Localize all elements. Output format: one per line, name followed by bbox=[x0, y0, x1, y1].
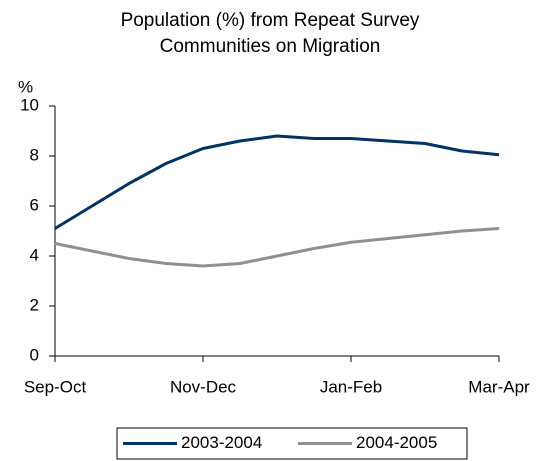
legend-label: 2004-2005 bbox=[356, 433, 437, 452]
y-axis-label: % bbox=[18, 77, 33, 96]
y-tick-label: 8 bbox=[30, 145, 39, 164]
x-tick-label: Nov-Dec bbox=[170, 377, 237, 396]
y-tick-label: 10 bbox=[20, 95, 39, 114]
y-tick-label: 0 bbox=[30, 345, 39, 364]
x-tick-label: Jan-Feb bbox=[320, 377, 382, 396]
y-tick-label: 6 bbox=[30, 195, 39, 214]
x-tick-label: Sep-Oct bbox=[24, 377, 87, 396]
y-tick-label: 4 bbox=[30, 245, 39, 264]
y-tick-label: 2 bbox=[30, 295, 39, 314]
series-line bbox=[54, 227, 500, 268]
series-line bbox=[54, 134, 500, 230]
legend-label: 2003-2004 bbox=[181, 433, 262, 452]
chart-title: Population (%) from Repeat Survey Commun… bbox=[120, 10, 420, 57]
x-tick-label: Mar-Apr bbox=[468, 377, 530, 396]
